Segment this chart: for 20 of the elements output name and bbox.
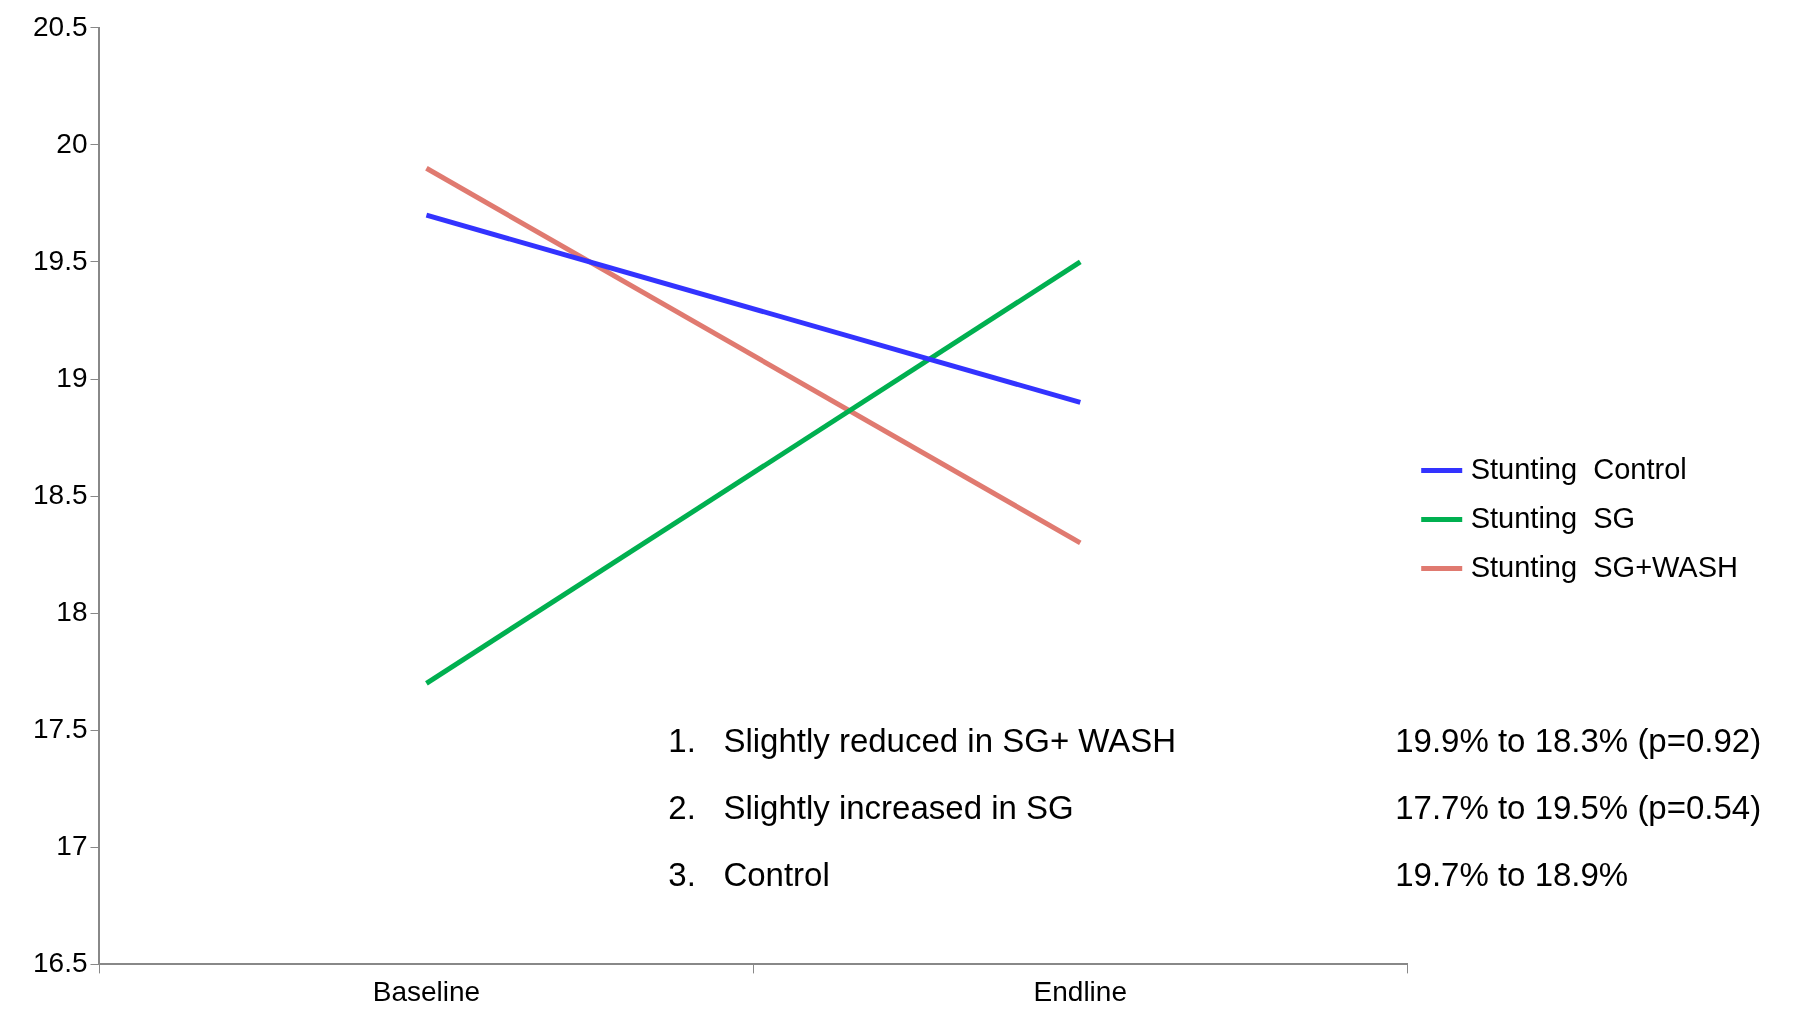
- y-tick-label: 18.5: [33, 478, 88, 510]
- y-tick-label: 17: [56, 830, 88, 862]
- y-tick-label: 20.5: [33, 10, 88, 42]
- y-tick-label: 19.5: [33, 244, 88, 276]
- annotation: 1. Slightly reduced in SG+ WASH: [668, 722, 1177, 760]
- annotation: 3. Control: [668, 856, 830, 894]
- y-tick-label: 18: [56, 595, 88, 627]
- y-tick-label: 19: [56, 361, 88, 393]
- legend-label: Stunting SG: [1470, 501, 1636, 534]
- legend-label: Stunting SG+WASH: [1470, 550, 1739, 583]
- x-tick-label: Baseline: [372, 975, 481, 1007]
- y-tick-label: 20: [56, 127, 88, 159]
- x-tick-label: Endline: [1033, 975, 1127, 1007]
- annotation: 19.7% to 18.9%: [1395, 856, 1629, 894]
- annotation: 17.7% to 19.5% (p=0.54): [1395, 789, 1762, 827]
- annotation: 19.9% to 18.3% (p=0.92): [1395, 722, 1762, 760]
- annotation: 2. Slightly increased in SG: [668, 789, 1074, 827]
- legend-label: Stunting Control: [1470, 452, 1687, 485]
- y-tick-label: 17.5: [33, 712, 88, 744]
- y-tick-label: 16.5: [33, 947, 88, 979]
